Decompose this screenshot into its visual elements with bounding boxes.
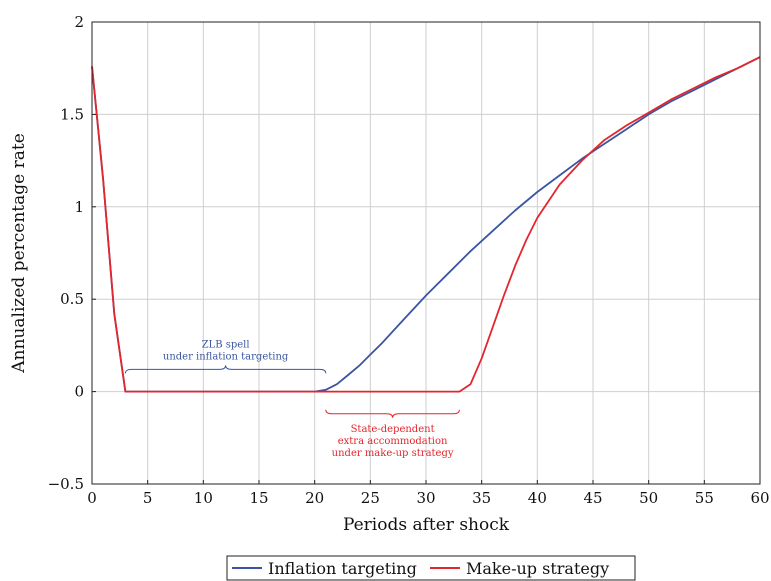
annotation-text-makeup: State-dependent (351, 424, 435, 435)
y-axis-title: Annualized percentage rate (9, 133, 29, 374)
legend-label-make-up-strategy: Make-up strategy (466, 559, 609, 578)
x-tick-label: 15 (249, 489, 268, 507)
x-tick-label: 40 (528, 489, 547, 507)
x-tick-label: 0 (87, 489, 97, 507)
y-tick-label: 0.5 (60, 290, 84, 308)
y-tick-label: 1.5 (60, 105, 84, 123)
annotation-brace-makeup (325, 409, 460, 418)
series-line-make-up-strategy (91, 56, 761, 393)
x-tick-label: 45 (583, 489, 602, 507)
legend: Inflation targeting Make-up strategy (226, 555, 636, 581)
grid (91, 21, 761, 485)
legend-label-inflation-targeting: Inflation targeting (268, 559, 417, 578)
x-axis-title: Periods after shock (343, 515, 510, 535)
x-tick-label: 50 (639, 489, 658, 507)
annotation-text-zlb: ZLB spell (202, 339, 250, 350)
x-tick-label: 10 (194, 489, 213, 507)
annotation-text-makeup: under make-up strategy (332, 448, 454, 459)
y-tick-label: 0 (74, 383, 84, 401)
y-tick-label: 1 (74, 198, 84, 216)
x-tick-label: 20 (305, 489, 324, 507)
x-tick-label: 35 (472, 489, 491, 507)
annotation-text-makeup: extra accommodation (338, 436, 448, 447)
annotation-brace-zlb (124, 365, 327, 374)
x-tick-label: 25 (361, 489, 380, 507)
x-tick-label: 5 (143, 489, 153, 507)
annotation-text-zlb: under inflation targeting (163, 351, 289, 362)
y-tick-label: −0.5 (48, 475, 84, 493)
y-tick-label: 2 (74, 13, 84, 31)
x-tick-label: 60 (750, 489, 769, 507)
series-group (91, 56, 761, 393)
x-tick-label: 30 (416, 489, 435, 507)
x-tick-label: 55 (695, 489, 714, 507)
